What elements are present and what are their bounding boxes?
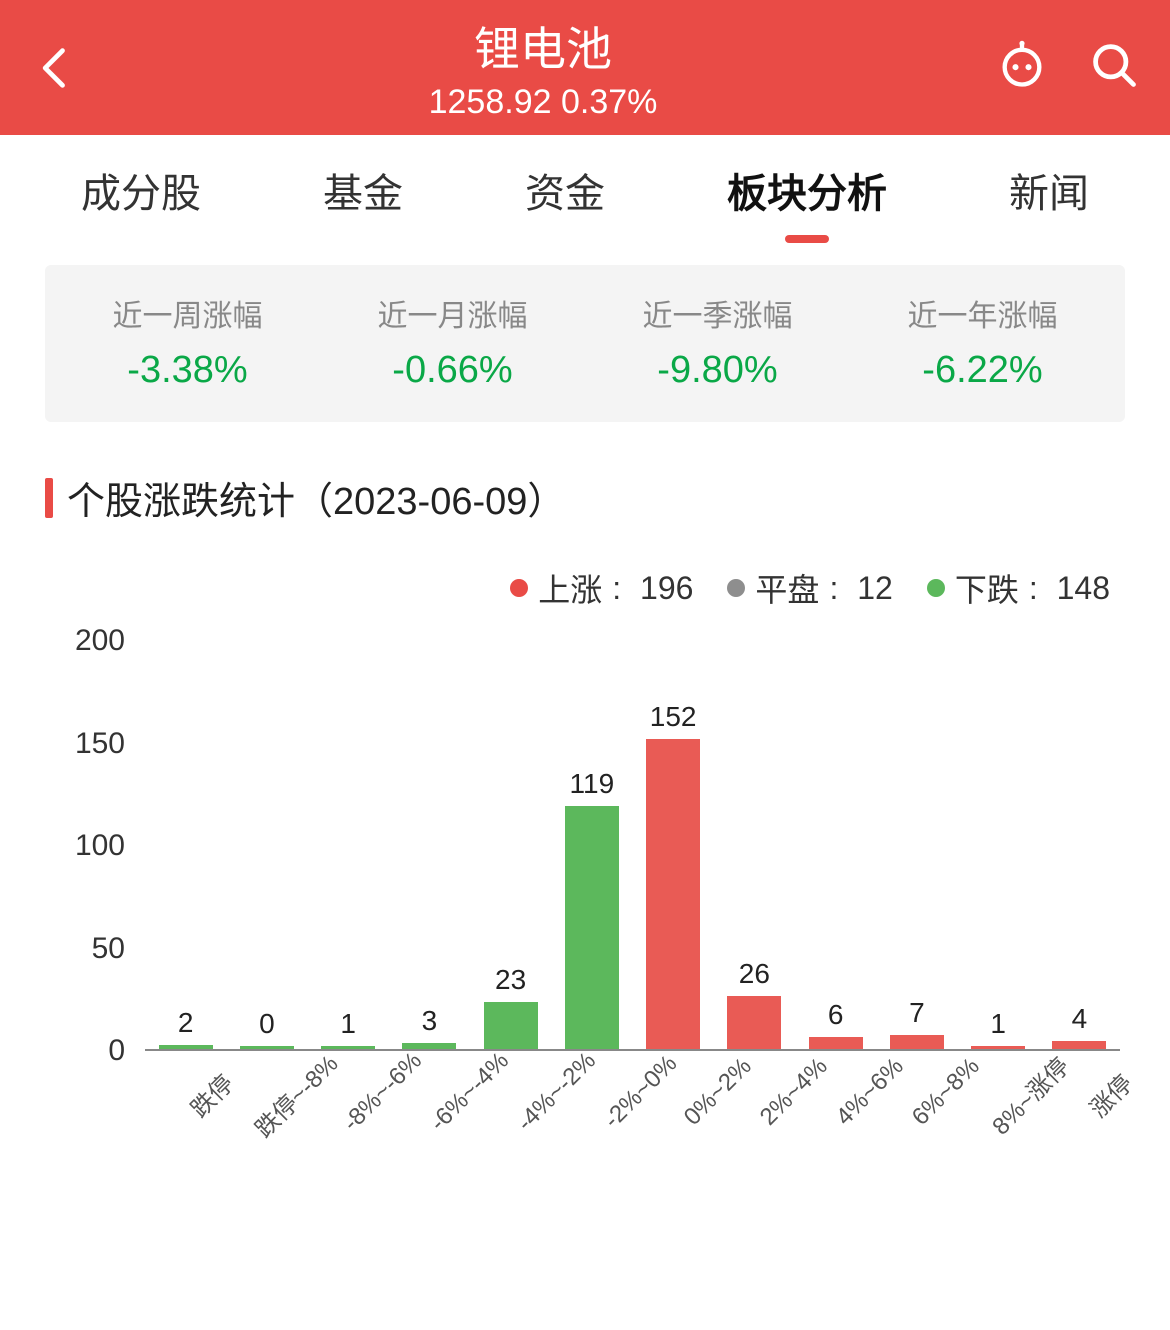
- bar-col-2: 1: [308, 641, 389, 1049]
- section-title-text: 个股涨跌统计（2023-06-09）: [67, 470, 565, 525]
- tab-1[interactable]: 基金: [317, 151, 409, 229]
- y-tick: 50: [92, 932, 125, 966]
- bar-col-6: 152: [633, 641, 714, 1049]
- distribution-chart: 050100150200 201323119152266714 跌停跌停~-8%…: [45, 641, 1130, 1161]
- x-axis-labels: 跌停跌停~-8%-8%~-6%-6%~-4%-4%~-2%-2%~0%0%~2%…: [145, 1051, 1120, 1161]
- bar-value: 3: [422, 1005, 438, 1037]
- legend-up-label: 上涨: [538, 565, 602, 611]
- bar-value: 23: [495, 964, 526, 996]
- dot-icon: [727, 579, 745, 597]
- legend-down: 下跌: 148: [927, 565, 1110, 611]
- y-tick: 150: [75, 727, 125, 761]
- legend-up-value: 196: [640, 570, 693, 607]
- y-tick: 0: [108, 1034, 125, 1068]
- stock-subtitle: 1258.92 0.37%: [90, 83, 996, 122]
- bar-value: 26: [739, 958, 770, 990]
- bar-value: 4: [1072, 1003, 1088, 1035]
- bar-value: 152: [650, 701, 697, 733]
- bar-value: 7: [909, 997, 925, 1029]
- stat-label: 近一月涨幅: [320, 291, 585, 335]
- stat-cell-3: 近一年涨幅 -6.22%: [850, 291, 1115, 392]
- bar-col-3: 3: [389, 641, 470, 1049]
- stat-label: 近一季涨幅: [585, 291, 850, 335]
- period-stats: 近一周涨幅 -3.38%近一月涨幅 -0.66%近一季涨幅 -9.80%近一年涨幅 -6…: [45, 265, 1125, 422]
- tab-3[interactable]: 板块分析: [721, 151, 893, 229]
- legend-flat: 平盘: 12: [727, 565, 892, 611]
- bar-rect: [565, 806, 619, 1049]
- dot-icon: [510, 579, 528, 597]
- bar-value: 1: [990, 1008, 1006, 1040]
- legend-down-label: 下跌: [955, 565, 1019, 611]
- robot-icon: [996, 39, 1048, 91]
- bar-col-10: 1: [958, 641, 1039, 1049]
- bar-col-0: 2: [145, 641, 226, 1049]
- stat-label: 近一年涨幅: [850, 291, 1115, 335]
- bar-col-5: 119: [551, 641, 632, 1049]
- y-tick: 100: [75, 829, 125, 863]
- stat-value: -9.80%: [585, 349, 850, 392]
- back-button[interactable]: [30, 42, 90, 94]
- bar-col-1: 0: [226, 641, 307, 1049]
- bar-rect: [646, 739, 700, 1049]
- tab-0[interactable]: 成分股: [75, 151, 207, 229]
- plot-area: 20 1 3 23 119 152 26 6 7 1 4: [145, 641, 1120, 1051]
- stock-change: 0.37%: [561, 83, 657, 121]
- bar-col-8: 6: [795, 641, 876, 1049]
- stat-value: -0.66%: [320, 349, 585, 392]
- y-tick: 200: [75, 624, 125, 658]
- stat-value: -3.38%: [55, 349, 320, 392]
- legend-flat-value: 12: [857, 570, 893, 607]
- y-axis: 050100150200: [45, 641, 135, 1051]
- stock-price: 1258.92: [429, 83, 552, 121]
- chart-legend: 上涨: 196 平盘: 12 下跌: 148: [0, 565, 1110, 611]
- tab-4[interactable]: 新闻: [1003, 151, 1095, 229]
- tab-bar: 成分股 基金 资金 板块分析 新闻: [0, 135, 1170, 245]
- tab-2[interactable]: 资金: [519, 151, 611, 229]
- header-title-block: 锂电池 1258.92 0.37%: [90, 13, 996, 122]
- stat-cell-1: 近一月涨幅 -0.66%: [320, 291, 585, 392]
- stat-value: -6.22%: [850, 349, 1115, 392]
- dot-icon: [927, 579, 945, 597]
- bar-col-9: 7: [876, 641, 957, 1049]
- chevron-left-icon: [30, 42, 82, 94]
- bar-value: 119: [570, 768, 615, 800]
- stat-label: 近一周涨幅: [55, 291, 320, 335]
- bars-container: 20 1 3 23 119 152 26 6 7 1 4: [145, 641, 1120, 1049]
- section-title: 个股涨跌统计（2023-06-09）: [45, 470, 1125, 525]
- robot-button[interactable]: [996, 39, 1048, 96]
- bar-value: 6: [828, 999, 844, 1031]
- stat-cell-0: 近一周涨幅 -3.38%: [55, 291, 320, 392]
- bar-col-11: 4: [1039, 641, 1120, 1049]
- bar-col-4: 23: [470, 641, 551, 1049]
- search-icon: [1088, 39, 1140, 91]
- legend-down-value: 148: [1057, 570, 1110, 607]
- bar-value: 1: [340, 1008, 356, 1040]
- stock-title: 锂电池: [90, 13, 996, 79]
- bar-col-7: 26: [714, 641, 795, 1049]
- stat-cell-2: 近一季涨幅 -9.80%: [585, 291, 850, 392]
- app-header: 锂电池 1258.92 0.37%: [0, 0, 1170, 135]
- legend-up: 上涨: 196: [510, 565, 693, 611]
- search-button[interactable]: [1088, 39, 1140, 96]
- legend-flat-label: 平盘: [755, 565, 819, 611]
